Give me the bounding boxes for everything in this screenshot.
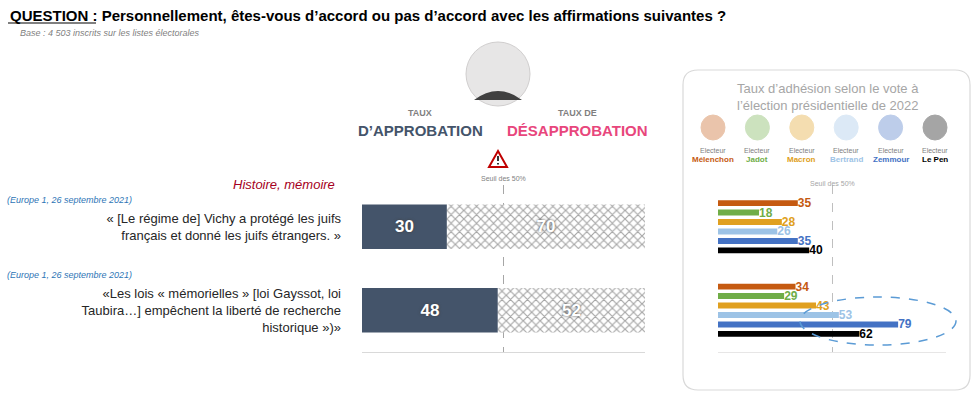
svg-text:62: 62: [859, 327, 873, 341]
svg-text:35: 35: [798, 196, 812, 210]
svg-text:Jadot: Jadot: [746, 155, 768, 164]
svg-text:DÉSAPPROBATION: DÉSAPPROBATION: [507, 122, 648, 139]
svg-text:Electeur: Electeur: [922, 147, 948, 154]
svg-text:35: 35: [798, 234, 812, 248]
svg-text:«Les lois « mémorielles » [loi: «Les lois « mémorielles » [loi Gayssot, …: [82, 286, 342, 335]
svg-text:Macron: Macron: [787, 155, 816, 164]
svg-text:53: 53: [839, 308, 853, 322]
svg-text:40: 40: [809, 243, 823, 257]
svg-text:« [Le régime de] Vichy a proté: « [Le régime de] Vichy a protégé les jui…: [106, 211, 341, 243]
svg-text:Zemmour: Zemmour: [873, 155, 909, 164]
svg-text:Histoire, mémoire: Histoire, mémoire: [233, 177, 335, 192]
svg-text:48: 48: [420, 301, 439, 320]
svg-text:Seuil des 50%: Seuil des 50%: [810, 180, 855, 187]
svg-text:Base : 4 503 inscrits sur les: Base : 4 503 inscrits sur les listes éle…: [20, 28, 200, 38]
svg-text:Bertrand: Bertrand: [830, 155, 863, 164]
svg-text:79: 79: [898, 317, 912, 331]
svg-text:Le Pen: Le Pen: [922, 155, 948, 164]
svg-text:52: 52: [562, 301, 581, 320]
svg-text:30: 30: [395, 217, 414, 236]
svg-text:QUESTION : Personnellement, êt: QUESTION : Personnellement, êtes-vous d’…: [10, 7, 726, 24]
svg-text:18: 18: [759, 206, 773, 220]
svg-text:29: 29: [784, 289, 798, 303]
svg-text:(Europe 1, 26 septembre 2021): (Europe 1, 26 septembre 2021): [7, 195, 132, 205]
svg-text:70: 70: [536, 217, 555, 236]
svg-text:TAUX DE: TAUX DE: [558, 108, 597, 118]
svg-text:TAUX: TAUX: [408, 108, 432, 118]
svg-text:Taux d’adhésion selon le vote: Taux d’adhésion selon le vote àl’électio…: [737, 81, 919, 113]
svg-text:Electeur: Electeur: [700, 147, 726, 154]
svg-text:Electeur: Electeur: [833, 147, 859, 154]
svg-text:Electeur: Electeur: [789, 147, 815, 154]
svg-text:43: 43: [816, 299, 830, 313]
svg-text:D’APPROBATION: D’APPROBATION: [358, 122, 483, 139]
svg-text:Electeur: Electeur: [744, 147, 770, 154]
svg-text:34: 34: [796, 280, 810, 294]
svg-text:28: 28: [782, 215, 796, 229]
svg-text:(Europe 1, 26 septembre 2021): (Europe 1, 26 septembre 2021): [7, 270, 132, 280]
svg-text:Seuil des 50%: Seuil des 50%: [481, 175, 526, 182]
svg-text:Mélenchon: Mélenchon: [692, 155, 734, 164]
svg-text:26: 26: [777, 224, 791, 238]
svg-text:Electeur: Electeur: [878, 147, 904, 154]
